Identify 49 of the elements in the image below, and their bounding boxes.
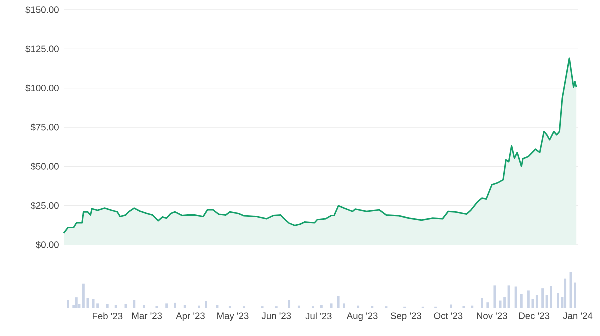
bar: [542, 288, 544, 308]
bar: [114, 305, 118, 308]
y-tick-label: $150.00: [26, 6, 59, 14]
bar: [528, 290, 530, 308]
x-tick-label: Jan '24: [563, 312, 593, 320]
bar: [143, 305, 146, 308]
bar: [75, 298, 78, 308]
bar: [320, 305, 323, 308]
bar: [574, 282, 576, 308]
x-tick-label: Dec '23: [519, 312, 550, 320]
y-tick-label: $75.00: [30, 124, 59, 132]
x-tick-label: Sep '23: [390, 312, 422, 322]
bar: [499, 300, 502, 308]
x-tick-label: Mar '23: [132, 312, 162, 320]
bar: [550, 286, 552, 308]
bar: [330, 304, 333, 308]
x-tick-label: Nov '23: [477, 312, 508, 320]
bar: [106, 304, 109, 308]
bar: [205, 301, 208, 308]
y-tick-label: $100.00: [26, 84, 59, 92]
x-tick-label: Jul '23: [306, 312, 332, 320]
bar: [343, 304, 346, 308]
x-tick-label: Apr '23: [176, 312, 205, 322]
bar: [564, 278, 567, 308]
bar: [486, 302, 490, 308]
y-tick-label: $125.00: [26, 45, 59, 53]
bar: [557, 293, 560, 308]
bar: [288, 300, 291, 308]
bar: [520, 294, 523, 308]
bar: [174, 302, 176, 308]
y-tick-label: $0.00: [36, 241, 59, 249]
x-tick-label: Jun '23: [262, 312, 292, 320]
bar: [184, 305, 186, 308]
bar: [450, 304, 452, 308]
bar: [133, 300, 136, 308]
x-tick-label: Feb '23: [93, 312, 123, 320]
bar: [166, 304, 168, 308]
bar: [494, 286, 496, 308]
bar: [92, 299, 95, 308]
y-tick-label: $50.00: [30, 162, 59, 170]
x-tick-label: Oct '23: [434, 312, 463, 320]
y-tick-label: $25.00: [30, 202, 59, 210]
bar: [337, 296, 340, 308]
bar: [481, 298, 484, 308]
bar: [67, 300, 70, 308]
x-tick-label: Aug '23: [346, 312, 378, 322]
bar: [536, 295, 538, 308]
x-tick-label: May '23: [218, 312, 249, 322]
bar: [82, 284, 85, 308]
